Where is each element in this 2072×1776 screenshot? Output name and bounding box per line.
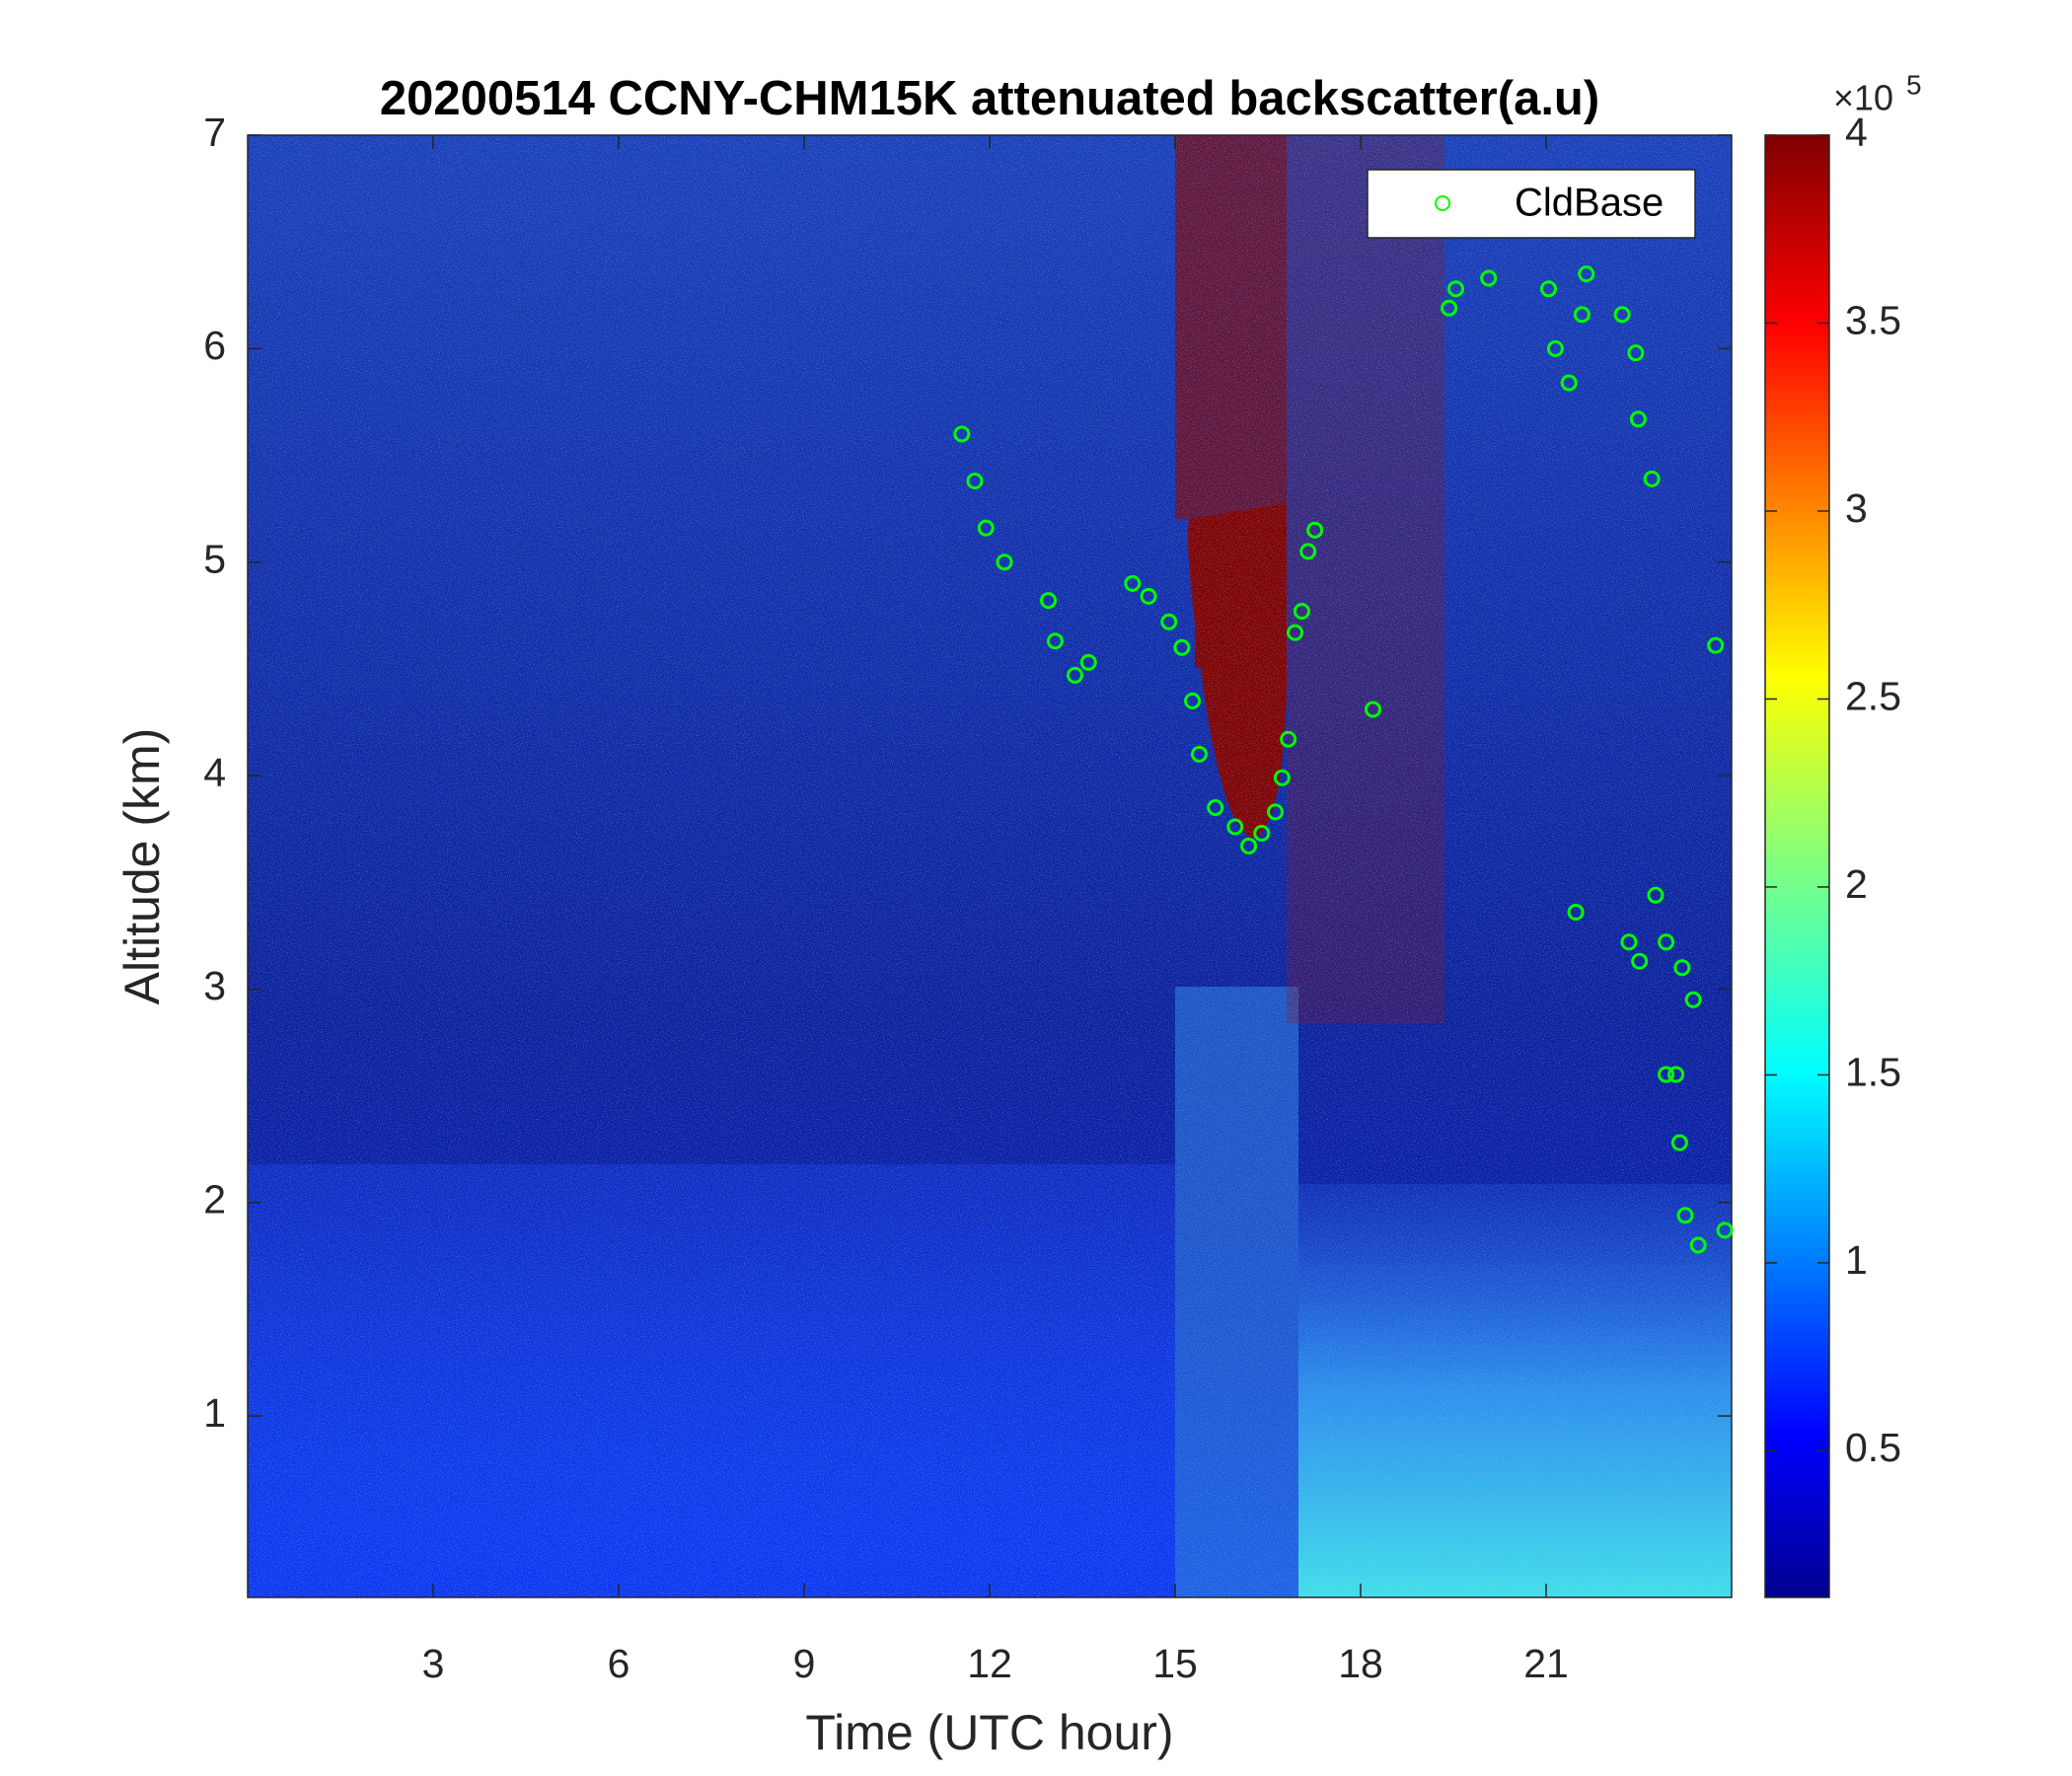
cloud-base-point — [1280, 730, 1297, 748]
cloud-base-point — [1643, 470, 1661, 487]
colorbar-multiplier: ×10 — [1833, 78, 1893, 118]
cloud-base-point — [1716, 1221, 1734, 1239]
cloud-base-point — [1667, 1066, 1685, 1083]
cloud-base-point — [1627, 344, 1645, 362]
backscatter-image — [248, 135, 1732, 1597]
x-tick-label: 21 — [1523, 1641, 1569, 1686]
cloud-base-point — [1480, 269, 1498, 287]
cloud-base-point — [1676, 1207, 1694, 1224]
cloud-base-point — [1658, 1066, 1675, 1083]
cloud-base-point — [1540, 280, 1558, 298]
series — [953, 265, 1734, 1254]
x-tick-label: 15 — [1152, 1641, 1198, 1686]
y-tick-label: 3 — [203, 963, 226, 1008]
cloud-base-point — [1240, 837, 1258, 854]
y-tick-label: 2 — [203, 1177, 226, 1222]
cloud-base-point — [1253, 824, 1271, 842]
x-tick-label: 6 — [608, 1641, 630, 1686]
y-tick-label: 1 — [203, 1390, 226, 1436]
cloud-base-point — [1365, 701, 1382, 718]
cloud-base-point — [1267, 803, 1285, 821]
cloud-base-point — [1673, 959, 1691, 977]
colorbar-tick-label: 4 — [1845, 110, 1868, 155]
cloud-base-point — [1707, 636, 1725, 654]
cloud-base-point — [1273, 769, 1291, 786]
cloud-base-point — [1631, 952, 1649, 970]
y-tick-label: 7 — [203, 110, 226, 155]
x-axis-label: Time (UTC hour) — [805, 1705, 1173, 1760]
colorbar-tick-label: 1 — [1845, 1237, 1868, 1283]
colorbar-tick-label: 3 — [1845, 485, 1868, 531]
cloud-base-point — [1140, 587, 1157, 605]
cloud-base-point — [1293, 602, 1310, 620]
cloud-base-point — [1658, 933, 1675, 951]
chart-title: 20200514 CCNY-CHM15K attenuated backscat… — [380, 72, 1599, 125]
y-tick-label: 4 — [203, 750, 226, 795]
cloud-base-point — [1613, 306, 1631, 324]
cloud-base-point — [977, 519, 995, 537]
x-tick-label: 12 — [967, 1641, 1012, 1686]
cloud-base-point — [1620, 933, 1638, 951]
x-tick-label: 3 — [422, 1641, 445, 1686]
cloud-base-point — [1560, 374, 1578, 392]
x-tick-label: 18 — [1338, 1641, 1383, 1686]
cloud-base-point — [996, 554, 1013, 571]
cloud-base-point — [1647, 886, 1665, 904]
cloud-base-point — [1173, 638, 1191, 656]
legend-box — [1367, 169, 1696, 239]
cloud-base-point — [1184, 692, 1202, 709]
x-tick-label: 9 — [793, 1641, 816, 1686]
cloud-base-point — [1629, 410, 1647, 428]
cloud-base-point — [1226, 818, 1244, 836]
legend: CldBase — [1367, 169, 1696, 239]
colorbar-tick-label: 2 — [1845, 861, 1868, 907]
y-tick-label: 5 — [203, 537, 226, 582]
legend-label: CldBase — [1515, 182, 1664, 225]
y-tick-label: 6 — [203, 323, 226, 368]
colorbar-exponent: 5 — [1906, 69, 1922, 100]
cloud-base-point — [1299, 543, 1317, 560]
cloud-base-point — [1046, 632, 1064, 650]
cloud-base-point — [1066, 666, 1083, 684]
cloud-base-point — [1079, 653, 1097, 671]
colorbar-tick-label: 2.5 — [1845, 673, 1901, 718]
cloud-base-point — [1190, 745, 1208, 763]
cloud-base-point — [1546, 339, 1564, 357]
cloud-base-point — [1160, 613, 1178, 630]
cloud-base-point — [1207, 799, 1224, 817]
cloud-base-point — [1124, 574, 1142, 592]
cloud-base-point — [1447, 280, 1465, 298]
cloud-base-point — [1306, 521, 1324, 539]
colorbar — [1764, 134, 1830, 1598]
colorbar-tick-label: 3.5 — [1845, 297, 1901, 342]
cloud-base-point — [1578, 265, 1595, 283]
cloud-base-point — [1689, 1236, 1707, 1254]
cloud-base-point — [953, 425, 971, 443]
colorbar-tick-label: 1.5 — [1845, 1049, 1901, 1094]
cloud-base-point — [1670, 1134, 1688, 1151]
y-axis-label: Altitude (km) — [114, 728, 170, 1005]
cloud-base-point — [1573, 306, 1591, 324]
cloud-base-point — [1287, 624, 1304, 641]
legend-marker — [1435, 195, 1450, 211]
cloud-base-point — [1567, 904, 1585, 922]
cloud-base-point — [1684, 991, 1702, 1008]
cloud-base-point — [1441, 299, 1458, 317]
cloud-base-point — [1040, 592, 1058, 610]
cloud-base-point — [966, 472, 984, 489]
colorbar-tick-label: 0.5 — [1845, 1425, 1901, 1470]
